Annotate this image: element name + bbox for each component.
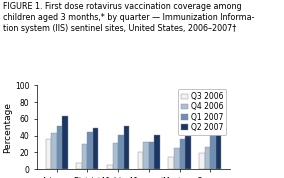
Bar	[57, 126, 62, 169]
Bar	[205, 147, 210, 169]
Bar	[113, 143, 118, 169]
Bar	[138, 151, 143, 169]
Bar	[76, 163, 82, 169]
Bar	[118, 135, 124, 169]
Bar	[185, 137, 191, 169]
Bar	[179, 139, 185, 169]
Bar	[46, 139, 51, 169]
Bar	[51, 133, 57, 169]
Bar	[216, 134, 221, 169]
Bar	[62, 116, 68, 169]
Bar	[210, 132, 216, 169]
Bar	[87, 132, 93, 169]
Bar	[143, 142, 149, 169]
Bar	[93, 128, 99, 169]
Bar	[199, 153, 205, 169]
Text: FIGURE 1. First dose rotavirus vaccination coverage among
children aged 3 months: FIGURE 1. First dose rotavirus vaccinati…	[3, 2, 254, 33]
Bar	[168, 157, 174, 169]
Y-axis label: Percentage: Percentage	[3, 102, 12, 153]
Bar	[82, 144, 87, 169]
Legend: Q3 2006, Q4 2006, Q1 2007, Q2 2007: Q3 2006, Q4 2006, Q1 2007, Q2 2007	[178, 89, 226, 135]
Bar	[124, 126, 129, 169]
Bar	[107, 165, 113, 169]
Bar	[154, 135, 160, 169]
Bar	[174, 148, 179, 169]
Bar	[149, 142, 154, 169]
